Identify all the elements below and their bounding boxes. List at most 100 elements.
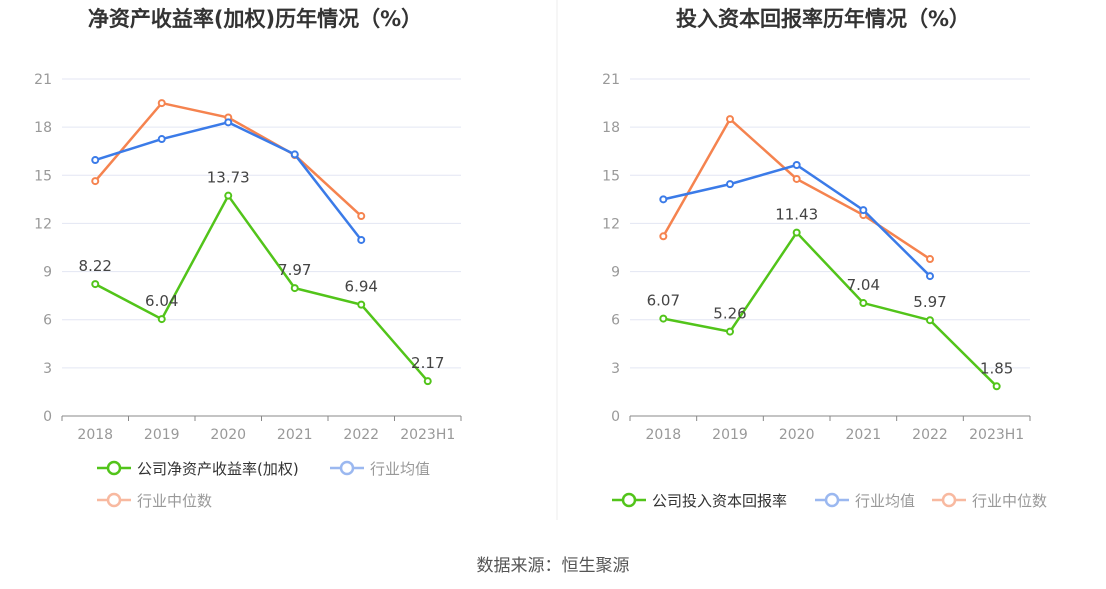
series-2 (91, 99, 366, 221)
legend-label: 行业中位数 (137, 492, 212, 510)
legend-item[interactable]: 行业均值 (815, 492, 915, 510)
x-tick-label: 2020 (779, 427, 815, 443)
data-point[interactable] (992, 382, 1001, 391)
data-point[interactable] (157, 135, 166, 144)
x-tick-label: 2019 (712, 427, 748, 443)
y-tick-label: 15 (34, 168, 52, 184)
x-tick-label: 2018 (77, 427, 113, 443)
chart-2: 投入资本回报率历年情况（%） 0 3 6 9 12 15 18 21 2018 2019 2020 20… (602, 7, 1047, 510)
data-point[interactable] (224, 191, 233, 200)
series-1 (91, 118, 366, 244)
legend-marker-icon (339, 460, 355, 476)
legend-item[interactable]: 公司净资产收益率(加权) (97, 460, 299, 478)
x-tick-label: 2022 (912, 427, 948, 443)
data-point[interactable] (157, 99, 166, 108)
y-tick-label: 6 (611, 313, 620, 329)
data-label: 2.17 (411, 354, 444, 372)
data-point[interactable] (926, 316, 934, 325)
data-label: 11.43 (775, 206, 818, 224)
x-tick-label: 2022 (343, 427, 379, 443)
data-point[interactable] (357, 235, 366, 244)
data-point[interactable] (726, 327, 734, 336)
legend-label: 行业中位数 (972, 492, 1047, 510)
data-point[interactable] (91, 156, 100, 165)
chart-title: 投入资本回报率历年情况（%） (676, 7, 970, 31)
y-tick-label: 18 (602, 120, 620, 136)
y-tick-label: 3 (611, 361, 620, 377)
data-point[interactable] (290, 284, 299, 293)
data-point[interactable] (726, 115, 734, 124)
y-tick-label: 6 (43, 313, 52, 329)
legend-label: 行业均值 (855, 492, 915, 510)
x-tick-label: 2019 (144, 427, 180, 443)
y-tick-label: 12 (34, 216, 52, 232)
data-label: 13.73 (207, 169, 250, 187)
data-point[interactable] (423, 377, 432, 386)
x-tick-label: 2020 (210, 427, 246, 443)
x-tick-label: 2023H1 (400, 427, 455, 443)
y-tick-label: 3 (43, 361, 52, 377)
data-point[interactable] (357, 300, 366, 309)
data-point[interactable] (859, 299, 868, 308)
data-label: 6.07 (647, 292, 680, 310)
y-tick-label: 9 (43, 265, 52, 281)
legend-item[interactable]: 行业中位数 (932, 492, 1047, 510)
data-point[interactable] (157, 315, 166, 324)
series-2 (659, 115, 934, 264)
data-point[interactable] (792, 228, 801, 237)
data-point[interactable] (926, 255, 934, 264)
legend-item[interactable]: 行业均值 (330, 460, 430, 478)
data-point[interactable] (659, 314, 668, 323)
legend-label: 公司净资产收益率(加权) (137, 460, 299, 478)
data-label: 5.97 (913, 293, 946, 311)
chart-1: 净资产收益率(加权)历年情况（%） 0 3 6 9 12 15 18 21 2018 2019 202… (34, 7, 462, 510)
legend-marker-icon (621, 492, 637, 508)
data-label: 6.04 (145, 292, 178, 310)
data-point[interactable] (792, 174, 801, 183)
legend-label: 公司投入资本回报率 (652, 492, 787, 510)
y-tick-label: 0 (43, 409, 52, 425)
legend-marker-icon (106, 460, 122, 476)
series-line (94, 193, 429, 382)
data-point[interactable] (91, 177, 100, 186)
data-point[interactable] (357, 212, 366, 221)
legend-label: 行业均值 (370, 460, 430, 478)
data-point[interactable] (726, 180, 734, 189)
data-label: 8.22 (79, 257, 112, 275)
data-label: 1.85 (980, 359, 1013, 377)
legend-item[interactable]: 行业中位数 (97, 492, 212, 510)
y-tick-label: 15 (602, 168, 620, 184)
y-tick-label: 12 (602, 216, 620, 232)
series-line (663, 230, 998, 388)
data-point[interactable] (659, 195, 668, 204)
y-tick-label: 9 (611, 265, 620, 281)
data-label: 6.94 (345, 278, 378, 296)
data-label: 7.97 (278, 261, 311, 279)
data-point[interactable] (224, 118, 233, 127)
data-point[interactable] (290, 150, 299, 159)
x-tick-label: 2023H1 (969, 427, 1024, 443)
legend-marker-icon (106, 492, 122, 508)
legend-marker-icon (941, 492, 957, 508)
series-1 (659, 161, 934, 281)
x-tick-label: 2021 (846, 427, 882, 443)
y-tick-label: 18 (34, 120, 52, 136)
data-point[interactable] (859, 206, 868, 215)
y-tick-label: 21 (34, 72, 52, 88)
y-tick-label: 21 (602, 72, 620, 88)
series-0: 8.22 6.04 13.73 7.97 6.94 2.17 (79, 169, 444, 386)
chart-title: 净资产收益率(加权)历年情况（%） (88, 7, 422, 31)
series-0: 6.07 5.26 11.43 7.04 5.97 1.85 (647, 206, 1013, 391)
data-source: 数据来源：恒生聚源 (476, 556, 630, 576)
x-tick-label: 2018 (646, 427, 682, 443)
data-point[interactable] (792, 161, 801, 170)
data-point[interactable] (659, 232, 668, 241)
data-point[interactable] (926, 272, 934, 281)
data-point[interactable] (91, 280, 100, 289)
legend-item[interactable]: 公司投入资本回报率 (612, 492, 787, 510)
data-label: 7.04 (847, 276, 880, 294)
x-tick-label: 2021 (277, 427, 313, 443)
data-label: 5.26 (713, 305, 746, 323)
